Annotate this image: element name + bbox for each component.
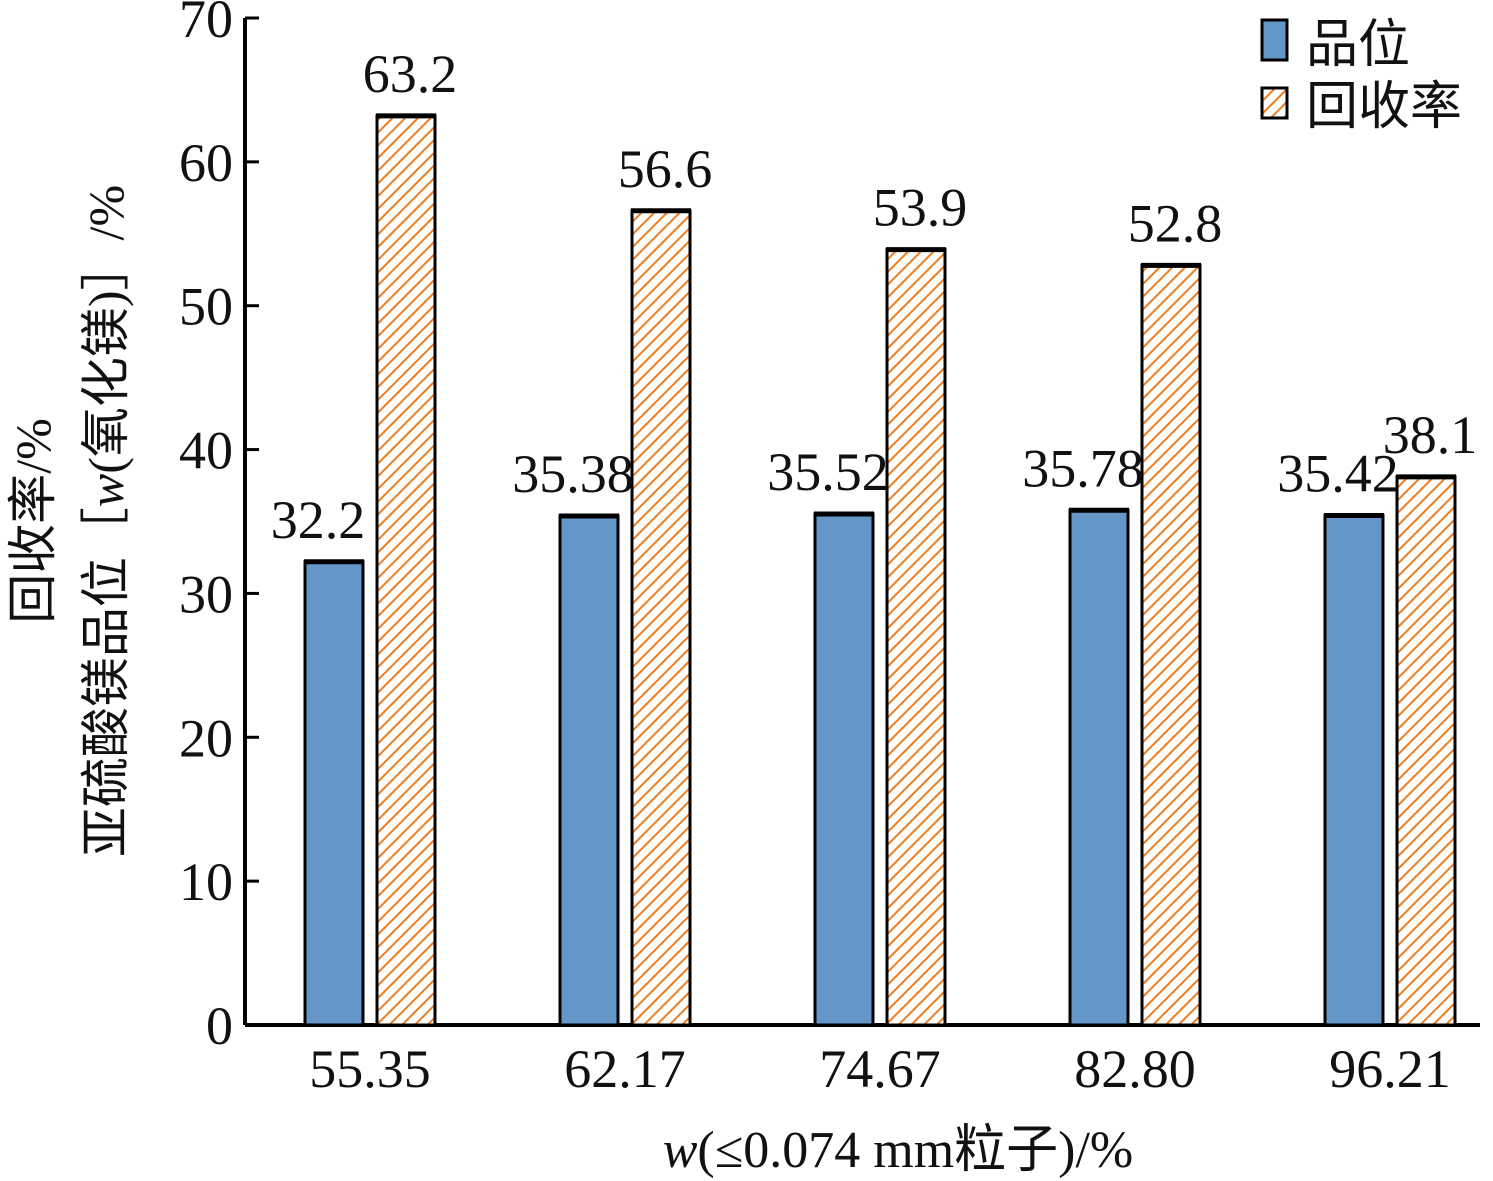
y-tick-label: 70 [179, 0, 233, 49]
data-label-recovery-3: 52.8 [1128, 193, 1223, 253]
bar-grade-4 [1323, 513, 1385, 1027]
bar-grade-1 [558, 514, 620, 1027]
x-tick-label: 74.67 [819, 1039, 941, 1099]
bar-recovery-1 [630, 209, 692, 1027]
legend-swatch-grade [1260, 18, 1289, 62]
bar-recovery-2 [885, 248, 947, 1027]
bar-grade-3 [1068, 508, 1130, 1027]
value-labels: 32.2 35.38 35.52 35.78 35.42 63.2 56.6 53.9 52.8… [271, 44, 1478, 550]
bar-grade-2 [813, 512, 875, 1027]
y-tick-label: 30 [179, 564, 233, 624]
data-label-grade-1: 35.38 [512, 444, 634, 504]
y-tick-label: 10 [179, 852, 233, 912]
y-tick-label: 50 [179, 277, 233, 337]
y-tick-label: 20 [179, 708, 233, 768]
data-label-grade-4: 35.42 [1277, 443, 1399, 503]
x-tick-label: 62.17 [564, 1039, 686, 1099]
legend-swatch-recovery [1260, 86, 1289, 120]
bar-recovery-4 [1395, 475, 1457, 1027]
data-label-grade-2: 35.52 [767, 442, 889, 502]
data-label-recovery-4: 38.1 [1383, 405, 1478, 465]
data-label-grade-3: 35.78 [1022, 438, 1144, 498]
bar-recovery-3 [1140, 263, 1202, 1027]
y-tick-label: 0 [206, 996, 233, 1056]
data-label-grade-0: 32.2 [271, 490, 366, 550]
bar-grade-0 [303, 560, 365, 1027]
y-axis-title-line2: 亚硫酸镁品位［w(氧化镁)］/% [78, 185, 134, 857]
y-tick-label: 40 [179, 421, 233, 481]
data-label-recovery-2: 53.9 [873, 178, 968, 238]
y-tick-label: 60 [179, 133, 233, 193]
x-tick-label: 55.35 [309, 1039, 431, 1099]
x-ticks: 55.35 62.17 74.67 82.80 96.21 [309, 1039, 1451, 1099]
y-axis-title-line1: 回收率/% [5, 418, 61, 624]
y-ticks: 0 10 20 30 40 50 60 70 [179, 0, 259, 1056]
data-label-recovery-0: 63.2 [363, 44, 458, 104]
legend-label-grade: 品位 [1306, 17, 1410, 74]
legend: 品位 回收率 [1260, 17, 1462, 136]
x-axis-title: w(≤0.074 mm粒子)/% [663, 1122, 1134, 1179]
bars [303, 113, 1457, 1027]
legend-label-recovery: 回收率 [1306, 79, 1462, 136]
data-label-recovery-1: 56.6 [618, 139, 713, 199]
x-tick-label: 96.21 [1329, 1039, 1451, 1099]
x-tick-label: 82.80 [1074, 1039, 1196, 1099]
bar-recovery-0 [375, 114, 437, 1027]
